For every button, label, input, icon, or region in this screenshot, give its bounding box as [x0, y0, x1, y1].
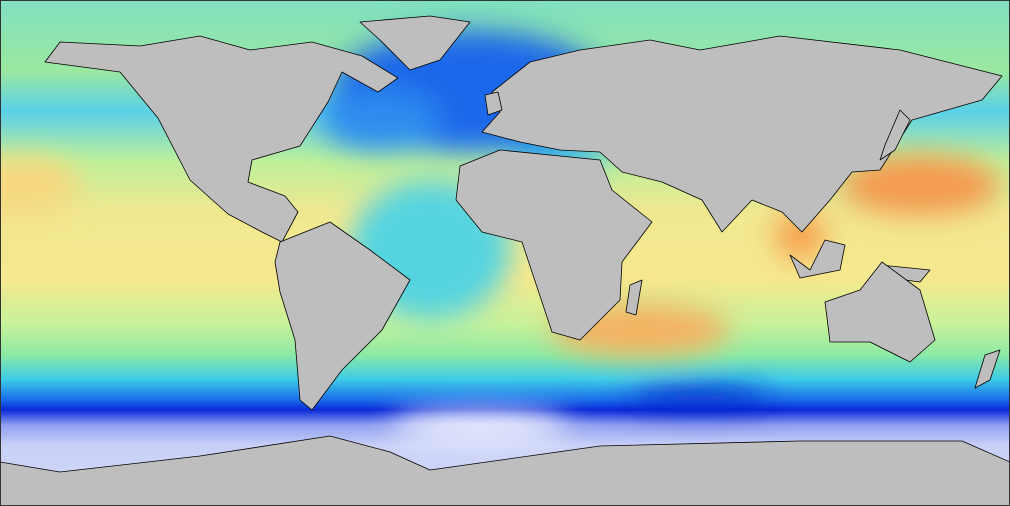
borneo-sumatra — [789, 239, 846, 279]
south-america — [274, 221, 411, 411]
british-isles — [484, 91, 503, 116]
greenland — [359, 15, 471, 71]
australia — [824, 261, 936, 363]
antarctica — [0, 435, 1010, 506]
madagascar — [625, 279, 643, 316]
southern-front — [630, 388, 770, 408]
new-zealand — [974, 349, 1001, 389]
weddell-ice — [390, 411, 570, 439]
gulf-stream — [320, 90, 440, 150]
pacific-warm — [0, 155, 80, 215]
eurasia — [481, 35, 1003, 233]
south-china-sea — [775, 210, 825, 260]
landmasses — [0, 15, 1010, 506]
north-america — [44, 35, 399, 243]
japan — [879, 109, 911, 161]
africa — [455, 149, 653, 341]
